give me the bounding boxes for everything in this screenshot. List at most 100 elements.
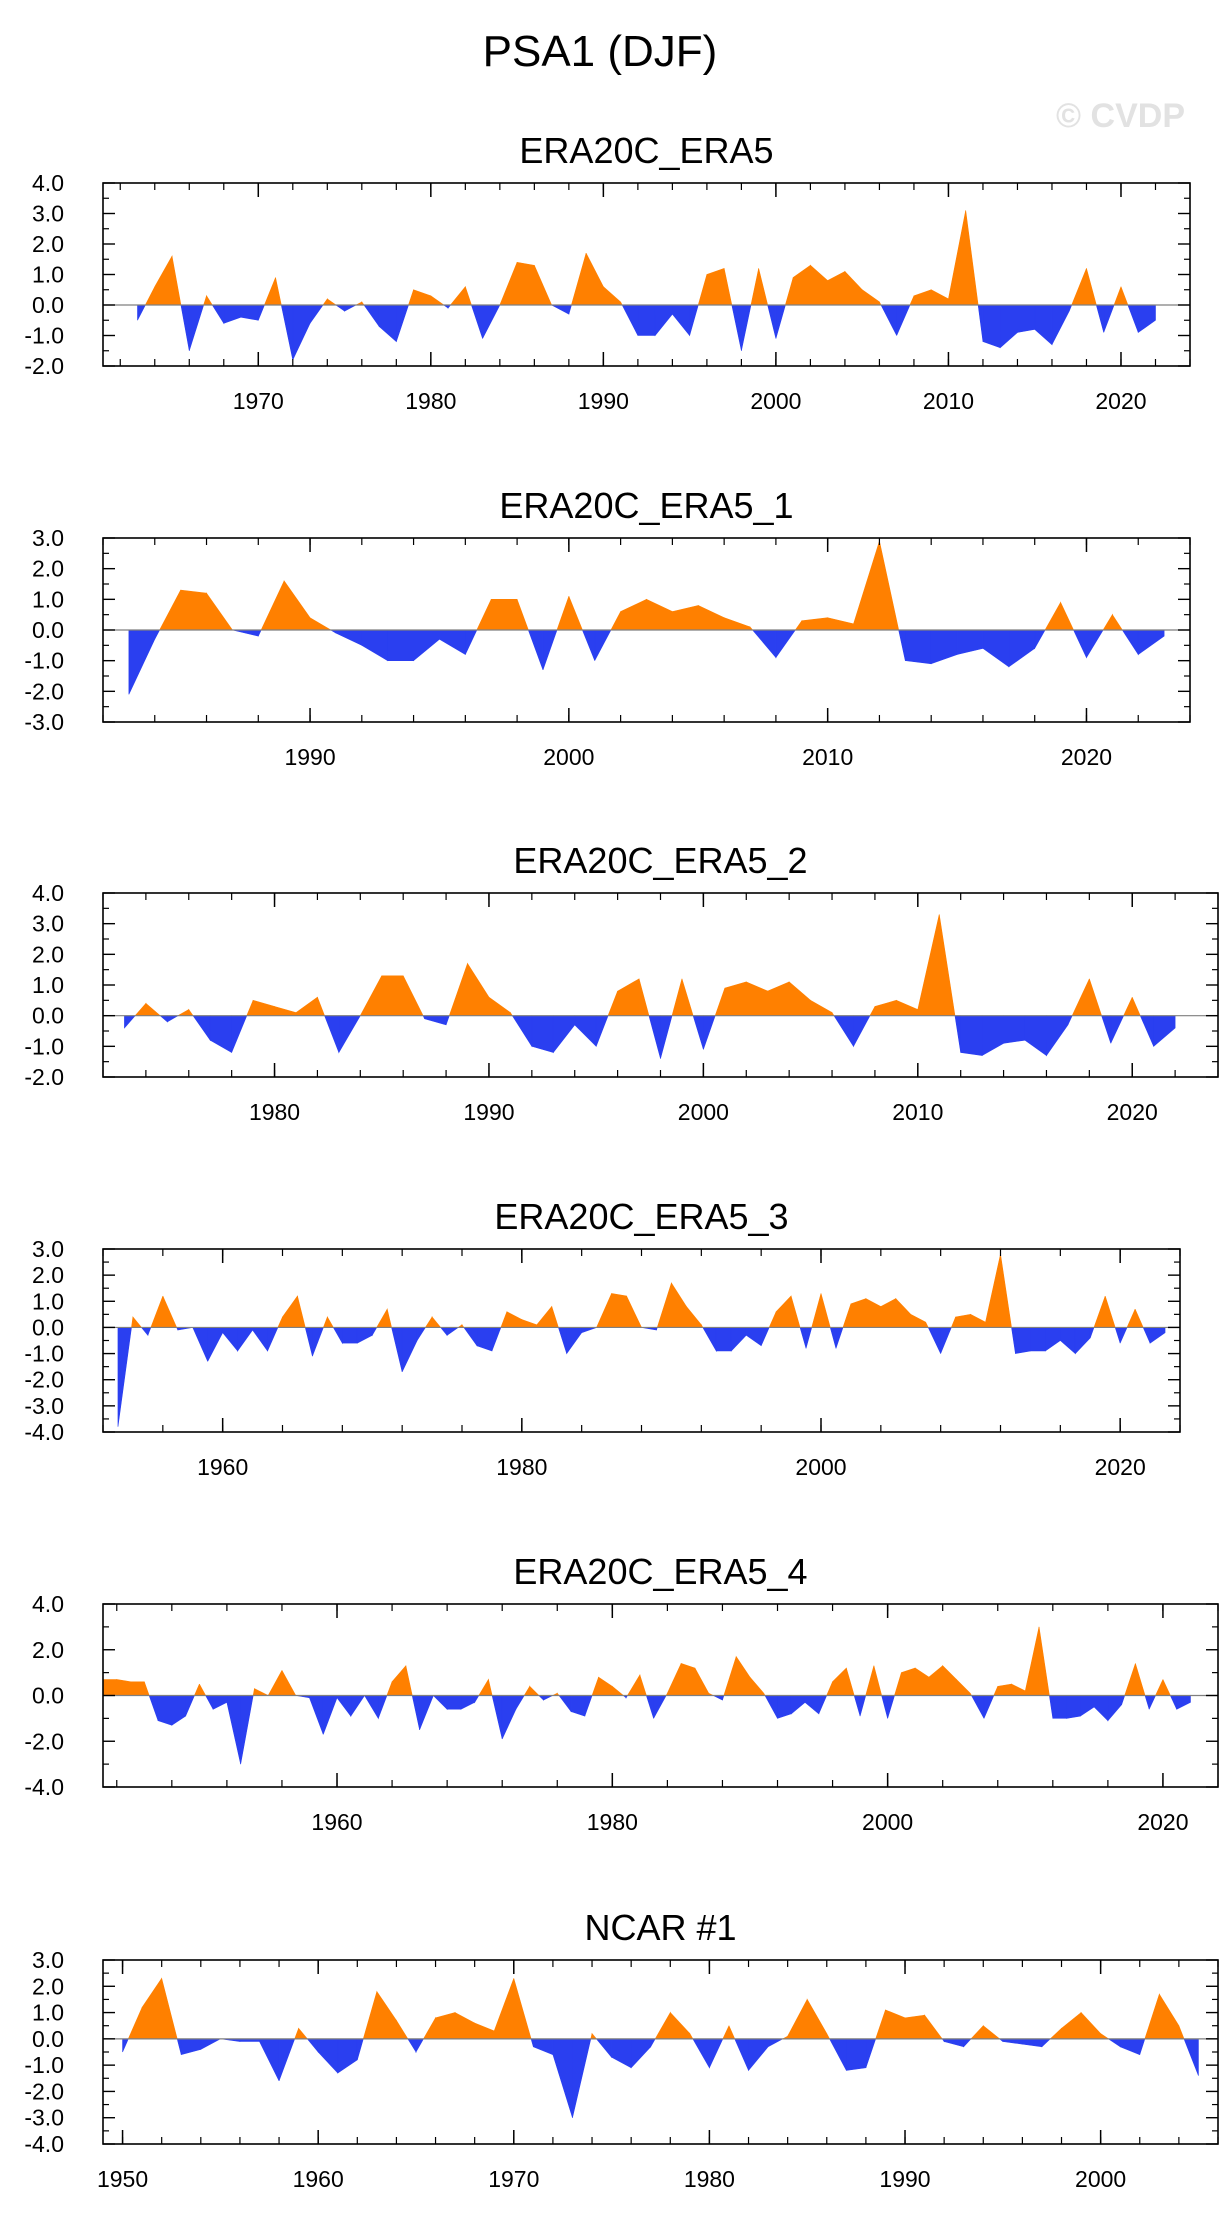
x-tick-label: 1980 xyxy=(405,388,456,414)
positive-area-segment xyxy=(488,1679,493,1696)
negative-area-segment xyxy=(1011,1327,1016,1354)
negative-area-segment xyxy=(741,304,752,351)
negative-area-segment xyxy=(1183,2038,1199,2076)
negative-area-segment xyxy=(1017,304,1036,333)
y-tick-label: -3.0 xyxy=(24,709,64,735)
negative-area-segment xyxy=(660,1015,673,1059)
positive-area-segment xyxy=(680,1663,696,1696)
negative-area-segment xyxy=(703,1015,716,1050)
positive-area-segment xyxy=(1102,613,1113,631)
x-tick-label: 1970 xyxy=(233,388,284,414)
positive-area-segment xyxy=(768,1311,777,1328)
positive-area-segment xyxy=(901,1667,916,1696)
negative-area-segment xyxy=(865,2038,877,2068)
negative-area-segment xyxy=(905,629,932,665)
positive-area-segment xyxy=(914,1667,930,1696)
positive-area-segment xyxy=(448,963,468,1016)
positive-area-segment xyxy=(488,996,511,1016)
positive-area-segment xyxy=(948,210,966,306)
negative-area-segment xyxy=(350,1695,366,1718)
negative-area-segment xyxy=(595,2038,612,2059)
y-tick-label: -1.0 xyxy=(24,648,64,674)
negative-area-segment xyxy=(1060,1327,1076,1355)
negative-area-segment xyxy=(1003,1015,1026,1044)
positive-area-segment xyxy=(281,1670,297,1696)
positive-area-segment xyxy=(309,617,332,631)
positive-area-segment xyxy=(842,1303,852,1328)
negative-area-segment xyxy=(1139,1015,1154,1047)
positive-area-segment xyxy=(430,295,445,306)
negative-area-segment xyxy=(853,1695,861,1717)
positive-area-segment xyxy=(585,253,604,306)
positive-area-segment xyxy=(925,1322,929,1328)
negative-area-segment xyxy=(226,1695,241,1765)
positive-area-segment xyxy=(722,2025,730,2040)
positive-area-segment xyxy=(162,1295,178,1328)
negative-area-segment xyxy=(1046,1015,1069,1057)
positive-area-segment xyxy=(254,1688,269,1696)
positive-area-segment xyxy=(672,605,699,631)
negative-area-segment xyxy=(594,629,612,661)
negative-area-segment xyxy=(983,1695,995,1719)
positive-area-segment xyxy=(1100,2033,1110,2040)
positive-area-segment xyxy=(1089,978,1103,1016)
negative-area-segment xyxy=(829,1327,837,1349)
negative-area-segment xyxy=(963,2038,972,2048)
negative-area-segment xyxy=(1093,1695,1109,1722)
positive-area-segment xyxy=(846,1667,855,1696)
positive-area-segment xyxy=(298,2027,308,2040)
negative-area-segment xyxy=(533,2038,554,2056)
y-tick-label: -2.0 xyxy=(24,353,64,379)
y-tick-label: -3.0 xyxy=(24,2105,64,2131)
positive-area-segment xyxy=(516,261,535,306)
positive-area-segment xyxy=(681,978,694,1016)
negative-area-segment xyxy=(257,304,265,321)
negative-area-segment xyxy=(943,2038,965,2048)
negative-area-segment xyxy=(212,1695,228,1710)
negative-area-segment xyxy=(378,304,397,343)
negative-area-segment xyxy=(280,304,294,360)
positive-area-segment xyxy=(970,1313,986,1328)
negative-area-segment xyxy=(672,304,690,337)
positive-area-segment xyxy=(465,286,472,306)
negative-area-segment xyxy=(1080,1695,1095,1717)
negative-area-segment xyxy=(1153,1015,1176,1047)
plot-frame xyxy=(102,182,1191,367)
negative-area-segment xyxy=(1068,304,1073,312)
negative-area-segment xyxy=(767,2038,783,2048)
negative-area-segment xyxy=(312,1327,324,1357)
positive-area-segment xyxy=(1144,1994,1160,2040)
y-tick-label: 1.0 xyxy=(32,262,64,288)
negative-area-segment xyxy=(322,1695,338,1735)
positive-area-segment xyxy=(792,264,811,306)
positive-area-segment xyxy=(274,1006,297,1016)
negative-area-segment xyxy=(1114,1327,1121,1344)
positive-area-segment xyxy=(413,289,432,306)
negative-area-segment xyxy=(267,1327,279,1352)
positive-area-segment xyxy=(697,274,708,306)
y-tick-label: 0.0 xyxy=(32,1003,64,1029)
negative-area-segment xyxy=(356,2038,364,2060)
negative-area-segment xyxy=(465,629,478,655)
y-tick-label: 0.0 xyxy=(32,617,64,643)
negative-area-segment xyxy=(337,2038,358,2074)
positive-area-segment xyxy=(252,999,275,1016)
negative-area-segment xyxy=(692,2038,710,2069)
negative-area-segment xyxy=(185,1695,195,1717)
negative-area-segment xyxy=(336,1695,352,1717)
x-tick-label: 1980 xyxy=(496,1454,547,1480)
y-tick-label: -4.0 xyxy=(24,1419,64,1445)
negative-area-segment xyxy=(222,1327,238,1352)
positive-area-segment xyxy=(885,2009,906,2040)
x-tick-label: 1980 xyxy=(249,1099,300,1125)
positive-area-segment xyxy=(788,981,811,1016)
positive-area-segment xyxy=(865,1298,882,1328)
positive-area-segment xyxy=(1112,613,1123,631)
positive-area-segment xyxy=(130,1681,145,1696)
positive-area-segment xyxy=(917,914,940,1016)
positive-area-segment xyxy=(982,2025,1001,2040)
positive-area-segment xyxy=(277,1316,283,1328)
negative-area-segment xyxy=(1103,304,1115,333)
negative-area-segment xyxy=(760,1327,770,1346)
